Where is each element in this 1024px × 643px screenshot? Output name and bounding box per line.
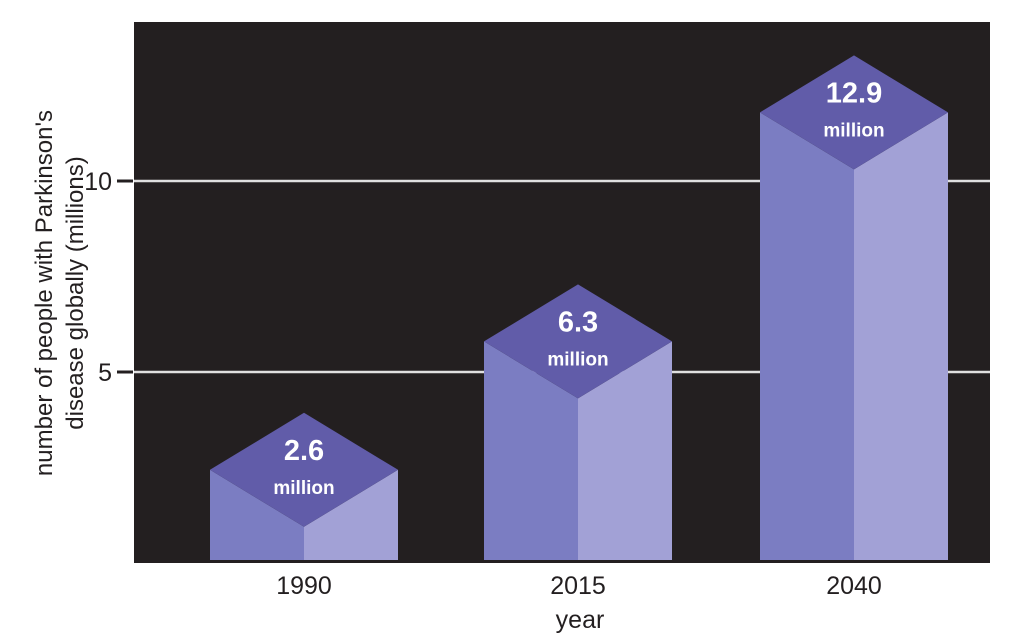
bar-2015-value-label: 6.3: [558, 306, 598, 338]
bar-1990-right-face: [304, 469, 398, 560]
bar-2040-left-face: [760, 112, 854, 561]
y-tick-label-10: 10: [84, 168, 112, 196]
bar-2015-top-face: [484, 284, 672, 399]
y-axis-title-line-1: number of people with Parkinson's: [31, 110, 58, 476]
bar-2040-top-face: [760, 55, 948, 170]
y-axis-title-line-2: disease globally (millions): [62, 156, 89, 429]
x-tick-label-1990: 1990: [276, 572, 332, 600]
y-tick-label-5: 5: [98, 359, 112, 387]
bar-2015-left-face: [484, 341, 578, 560]
bar-2015-right-face: [578, 341, 672, 560]
bar-2040-value-label: 12.9: [826, 77, 882, 109]
bar-1990-value-label: 2.6: [284, 435, 324, 467]
bar-1990-top-face: [210, 412, 398, 527]
bar-2040-unit-label: million: [823, 120, 884, 141]
x-tick-label-2015: 2015: [550, 572, 606, 600]
bar-2040-right-face: [854, 112, 948, 561]
x-axis-title: year: [556, 606, 605, 634]
bar-2015-unit-label: million: [547, 349, 608, 370]
x-tick-label-2040: 2040: [826, 572, 882, 600]
bar-1990-unit-label: million: [273, 478, 334, 499]
bar-1990-left-face: [210, 469, 304, 560]
